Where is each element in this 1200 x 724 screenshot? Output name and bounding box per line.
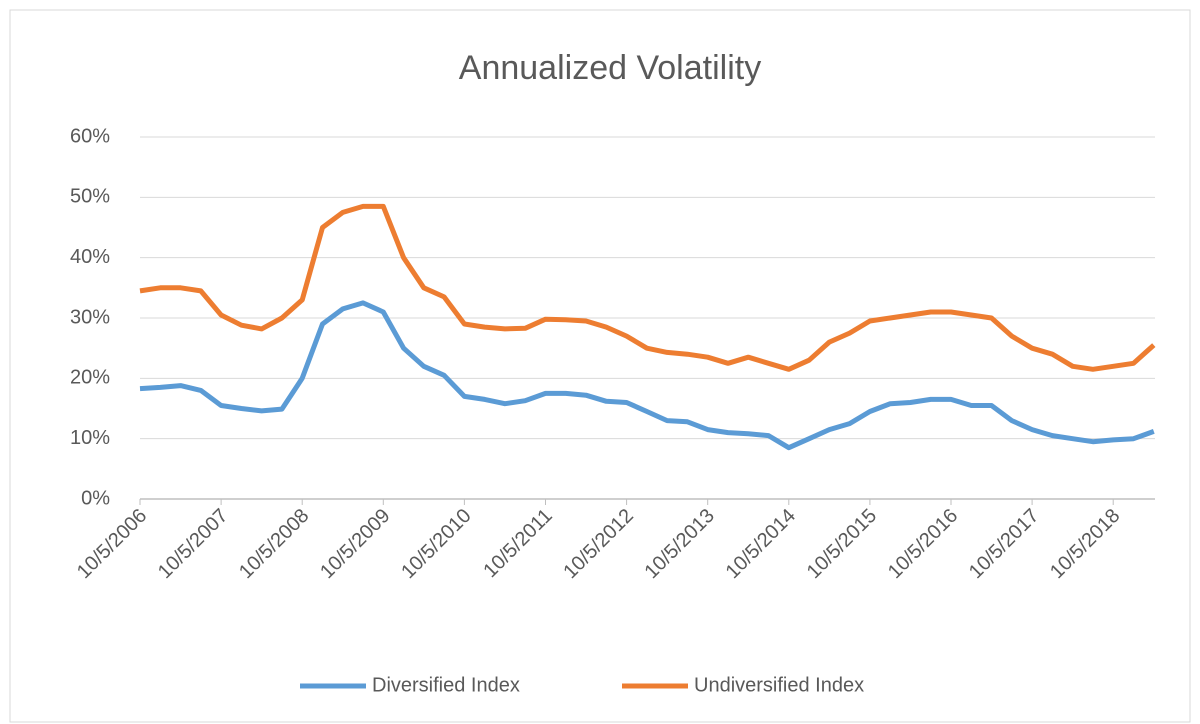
- chart-border: [9, 9, 1191, 723]
- legend-label: Undiversified Index: [694, 674, 864, 696]
- y-tick-label: 30%: [70, 306, 110, 328]
- legend-label: Diversified Index: [372, 674, 520, 696]
- y-tick-label: 0%: [81, 487, 110, 509]
- y-tick-label: 60%: [70, 125, 110, 147]
- y-tick-label: 50%: [70, 186, 110, 208]
- y-tick-label: 40%: [70, 246, 110, 268]
- series-line: [139, 203, 1156, 372]
- y-tick-label: 10%: [70, 427, 110, 449]
- y-tick-label: 20%: [70, 367, 110, 389]
- series-line: [139, 300, 1155, 451]
- chart-title: Annualized Volatility: [459, 49, 761, 87]
